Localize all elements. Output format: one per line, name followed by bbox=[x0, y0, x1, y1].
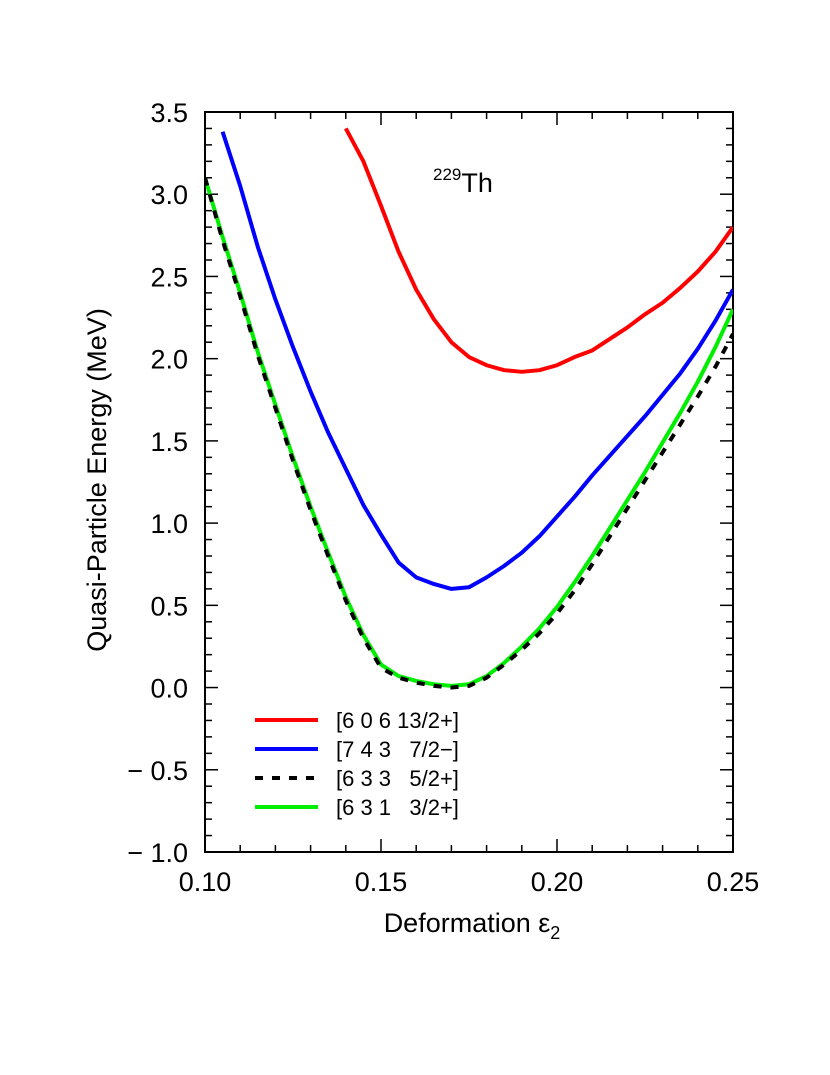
y-axis-title: Quasi-Particle Energy (MeV) bbox=[82, 308, 112, 652]
x-tick-label: 0.25 bbox=[707, 867, 760, 897]
series-line-1 bbox=[344, 127, 733, 374]
x-tick-label: 0.20 bbox=[531, 867, 584, 897]
legend-label-3: [6 3 3 5/2+] bbox=[336, 766, 459, 791]
x-axis-title: Deformation ε2 bbox=[384, 908, 561, 943]
axis-ticks bbox=[204, 111, 734, 853]
y-tick-label: 0.0 bbox=[150, 674, 188, 704]
series-line-2 bbox=[220, 131, 733, 591]
y-tick-label: 1.5 bbox=[150, 427, 188, 457]
series-lines bbox=[205, 127, 733, 690]
legend: [6 0 6 13/2+] [7 4 3 7/2−] [6 3 3 5/2+] [6 … bbox=[255, 708, 459, 820]
series-line-3 bbox=[205, 177, 733, 690]
y-tick-label: − 1.0 bbox=[127, 838, 188, 868]
y-tick-label: 2.5 bbox=[150, 262, 188, 292]
x-axis-title-main: Deformation ε bbox=[384, 908, 551, 938]
legend-label-2: [7 4 3 7/2−] bbox=[336, 737, 459, 762]
y-tick-label: 1.0 bbox=[150, 509, 188, 539]
x-tick-label: 0.10 bbox=[179, 867, 232, 897]
y-tick-label: 3.5 bbox=[150, 98, 188, 128]
y-tick-label: − 0.5 bbox=[127, 756, 188, 786]
series-line-4 bbox=[205, 177, 733, 688]
x-tick-label: 0.15 bbox=[355, 867, 408, 897]
legend-label-4: [6 3 1 3/2+] bbox=[336, 795, 459, 820]
y-tick-label: 3.0 bbox=[150, 180, 188, 210]
isotope-mass: 229 bbox=[433, 165, 461, 184]
legend-label-1: [6 0 6 13/2+] bbox=[336, 708, 459, 733]
axis-tick-labels: 0.10 0.15 0.20 0.25 3.5 3.0 2.5 2.0 1.5 1.0 0.5 0.0… bbox=[127, 98, 759, 897]
plot-frame bbox=[204, 111, 734, 853]
y-tick-label: 2.0 bbox=[150, 345, 188, 375]
isotope-annotation: 229Th bbox=[433, 165, 493, 198]
x-axis-title-sub: 2 bbox=[550, 923, 560, 943]
isotope-element: Th bbox=[461, 168, 493, 198]
y-tick-label: 0.5 bbox=[150, 591, 188, 621]
